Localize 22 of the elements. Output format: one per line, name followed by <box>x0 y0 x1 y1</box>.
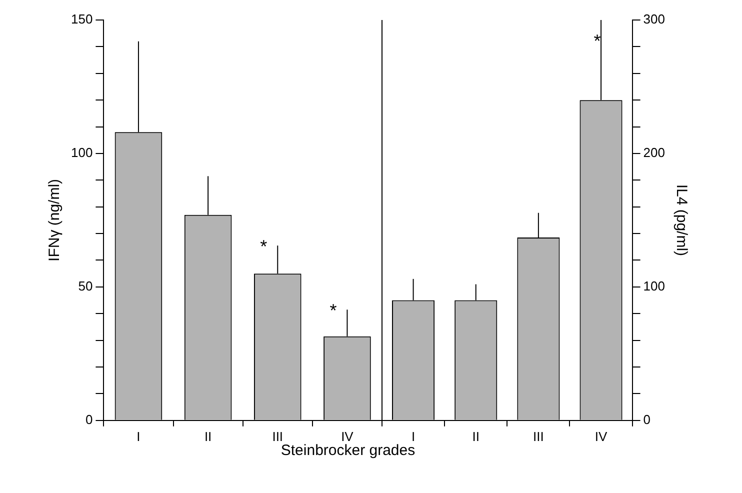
y2-tick-label: 200 <box>643 145 666 160</box>
x-tick-label: I <box>411 428 416 444</box>
y-tick-label: 50 <box>78 278 93 294</box>
y-tick-label: 100 <box>70 145 93 160</box>
y-tick-label: 0 <box>85 412 93 427</box>
y2-axis-title: IL4 (pg/ml) <box>672 184 690 256</box>
data-label: * <box>330 300 337 321</box>
y-tick-label: 150 <box>70 12 93 27</box>
x-tick-label: II <box>204 428 212 444</box>
annotation: * <box>594 30 601 51</box>
x-tick-label: II <box>472 428 480 444</box>
x-tick-label: I <box>136 428 140 444</box>
x-tick-label: III <box>272 428 284 444</box>
x-tick-label: IV <box>341 428 354 444</box>
y2-tick-label: 300 <box>643 12 666 27</box>
y2-tick-label: 100 <box>643 278 666 294</box>
x-tick-label: III <box>533 428 544 444</box>
y2-tick-label: 0 <box>643 412 651 427</box>
data-label: * <box>260 236 268 257</box>
y-axis-title: IFNγ (ng/ml) <box>46 178 64 262</box>
x-tick-label: IV <box>594 428 608 444</box>
x-axis-title: Steinbrocker grades <box>280 442 416 459</box>
